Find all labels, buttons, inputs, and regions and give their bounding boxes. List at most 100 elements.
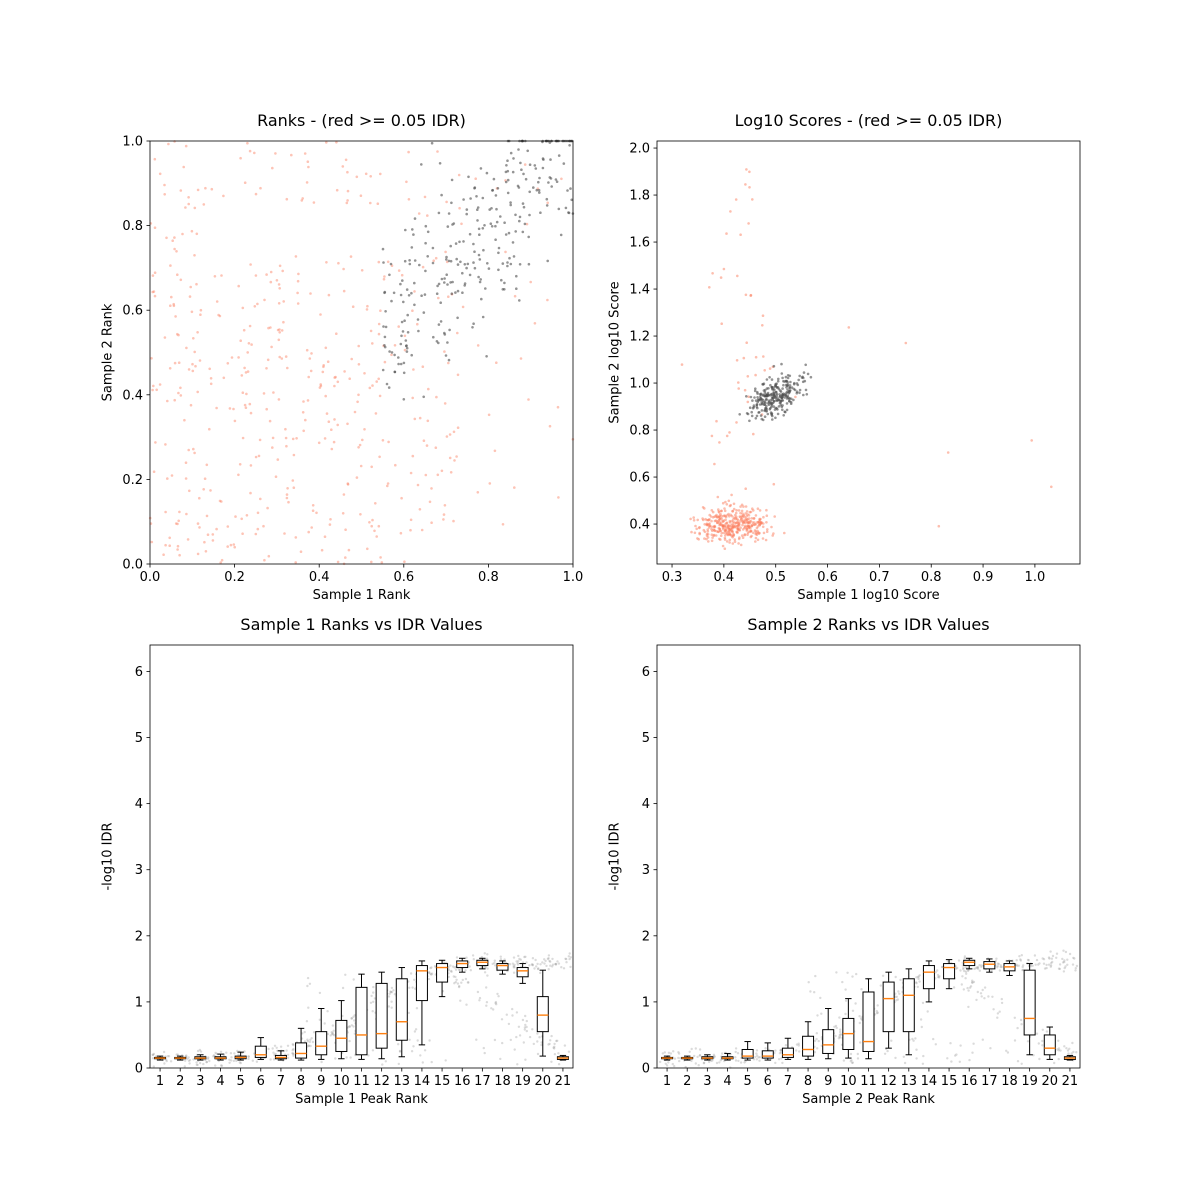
tick-labels: 0.0 0.2 0.4 0.6 0.8 1.0 0.0 0.2 0.4 0.6 0.8 1.0 xyxy=(122,135,583,586)
svg-text:0: 0 xyxy=(135,1062,143,1077)
scatter-points xyxy=(738,362,813,423)
svg-text:0.7: 0.7 xyxy=(869,570,890,585)
svg-text:2.0: 2.0 xyxy=(629,142,650,157)
subplot-log10-score-scatter: Log10 Scores - (red >= 0.05 IDR) Sample … xyxy=(608,111,1081,603)
svg-text:18: 18 xyxy=(1001,1074,1018,1089)
subplot-sample1-idr-boxplot: Sample 1 Ranks vs IDR Values -log10 IDR … xyxy=(101,615,574,1107)
x-axis-label: Sample 1 log10 Score xyxy=(797,588,940,603)
scatter-points xyxy=(680,168,1053,550)
y-axis-label-text: Sample 2 Rank xyxy=(100,303,116,402)
svg-text:6: 6 xyxy=(764,1074,772,1089)
svg-text:10: 10 xyxy=(333,1074,350,1089)
scatter-points xyxy=(148,140,575,566)
svg-text:19: 19 xyxy=(1021,1074,1038,1089)
tick-labels: 0.3 0.4 0.5 0.6 0.7 0.8 0.9 1.0 0.4 0.6 0.8 1.0 1.2 1… xyxy=(629,142,1045,585)
svg-text:0.8: 0.8 xyxy=(921,570,942,585)
svg-text:3: 3 xyxy=(642,863,650,878)
svg-text:4: 4 xyxy=(642,797,650,812)
svg-text:1.0: 1.0 xyxy=(629,377,650,392)
svg-text:8: 8 xyxy=(804,1074,812,1089)
svg-text:1.0: 1.0 xyxy=(563,570,584,585)
svg-text:18: 18 xyxy=(494,1074,511,1089)
svg-text:0.4: 0.4 xyxy=(629,518,650,533)
plot-title: Sample 2 Ranks vs IDR Values xyxy=(747,615,990,634)
svg-text:1: 1 xyxy=(642,995,650,1010)
svg-text:5: 5 xyxy=(642,731,650,746)
svg-text:21: 21 xyxy=(555,1074,572,1089)
svg-text:2: 2 xyxy=(642,929,650,944)
svg-text:9: 9 xyxy=(824,1074,832,1089)
svg-text:3: 3 xyxy=(135,863,143,878)
svg-text:0.6: 0.6 xyxy=(629,471,650,486)
svg-text:5: 5 xyxy=(135,731,143,746)
svg-text:1.4: 1.4 xyxy=(629,283,650,298)
y-axis-label: Sample 2 log10 Score xyxy=(605,141,625,564)
svg-text:0.2: 0.2 xyxy=(122,473,143,488)
plot-title: Sample 1 Ranks vs IDR Values xyxy=(240,615,483,634)
svg-text:0.8: 0.8 xyxy=(122,219,143,234)
y-axis-label-text: -log10 IDR xyxy=(100,822,116,891)
svg-text:1.0: 1.0 xyxy=(1025,570,1046,585)
svg-text:1: 1 xyxy=(135,995,143,1010)
y-axis-label-text: -log10 IDR xyxy=(607,822,623,891)
x-axis-label: Sample 2 Peak Rank xyxy=(802,1092,935,1107)
svg-text:5: 5 xyxy=(237,1074,245,1089)
boxplot-glyphs xyxy=(661,957,1076,1061)
svg-text:0.6: 0.6 xyxy=(393,570,414,585)
svg-text:0.0: 0.0 xyxy=(140,570,161,585)
svg-text:0.8: 0.8 xyxy=(629,424,650,439)
svg-text:0.4: 0.4 xyxy=(714,570,735,585)
svg-text:17: 17 xyxy=(981,1074,998,1089)
svg-text:1.6: 1.6 xyxy=(629,236,650,251)
svg-text:3: 3 xyxy=(196,1074,204,1089)
svg-text:10: 10 xyxy=(840,1074,857,1089)
svg-text:20: 20 xyxy=(1042,1074,1059,1089)
svg-text:20: 20 xyxy=(535,1074,552,1089)
svg-text:19: 19 xyxy=(514,1074,531,1089)
svg-text:21: 21 xyxy=(1062,1074,1079,1089)
svg-text:12: 12 xyxy=(373,1074,390,1089)
y-axis-label: Sample 2 Rank xyxy=(98,141,118,564)
svg-text:15: 15 xyxy=(941,1074,958,1089)
y-axis-label-text: Sample 2 log10 Score xyxy=(607,281,623,424)
plot-area: 0.0 0.2 0.4 0.6 0.8 1.0 0.0 0.2 0.4 0.6 0.8 1.0 xyxy=(122,135,583,586)
svg-text:6: 6 xyxy=(642,665,650,680)
plot-title: Ranks - (red >= 0.05 IDR) xyxy=(257,111,466,130)
y-axis-label: -log10 IDR xyxy=(605,645,625,1068)
svg-text:0.4: 0.4 xyxy=(122,388,143,403)
svg-text:1.0: 1.0 xyxy=(122,135,143,150)
svg-text:8: 8 xyxy=(297,1074,305,1089)
svg-text:0.6: 0.6 xyxy=(122,304,143,319)
svg-text:7: 7 xyxy=(784,1074,792,1089)
svg-text:2: 2 xyxy=(683,1074,691,1089)
svg-text:0.9: 0.9 xyxy=(973,570,994,585)
svg-text:2: 2 xyxy=(176,1074,184,1089)
y-axis-label: -log10 IDR xyxy=(98,645,118,1068)
x-axis-label: Sample 1 Rank xyxy=(312,588,411,603)
x-axis-label: Sample 1 Peak Rank xyxy=(295,1092,428,1107)
axes-frame xyxy=(656,140,1081,565)
svg-text:14: 14 xyxy=(414,1074,431,1089)
svg-text:12: 12 xyxy=(880,1074,897,1089)
svg-text:6: 6 xyxy=(135,665,143,680)
svg-text:4: 4 xyxy=(216,1074,224,1089)
scatter-points xyxy=(381,139,575,401)
plot-title: Log10 Scores - (red >= 0.05 IDR) xyxy=(734,111,1003,130)
svg-text:0.0: 0.0 xyxy=(122,558,143,573)
svg-text:0.6: 0.6 xyxy=(817,570,838,585)
svg-text:1: 1 xyxy=(156,1074,164,1089)
svg-text:16: 16 xyxy=(961,1074,978,1089)
svg-text:1.2: 1.2 xyxy=(629,330,650,345)
svg-text:3: 3 xyxy=(703,1074,711,1089)
svg-text:14: 14 xyxy=(921,1074,938,1089)
svg-text:0.4: 0.4 xyxy=(309,570,330,585)
svg-text:4: 4 xyxy=(135,797,143,812)
svg-text:1: 1 xyxy=(663,1074,671,1089)
svg-text:6: 6 xyxy=(257,1074,265,1089)
svg-text:7: 7 xyxy=(277,1074,285,1089)
svg-text:4: 4 xyxy=(723,1074,731,1089)
